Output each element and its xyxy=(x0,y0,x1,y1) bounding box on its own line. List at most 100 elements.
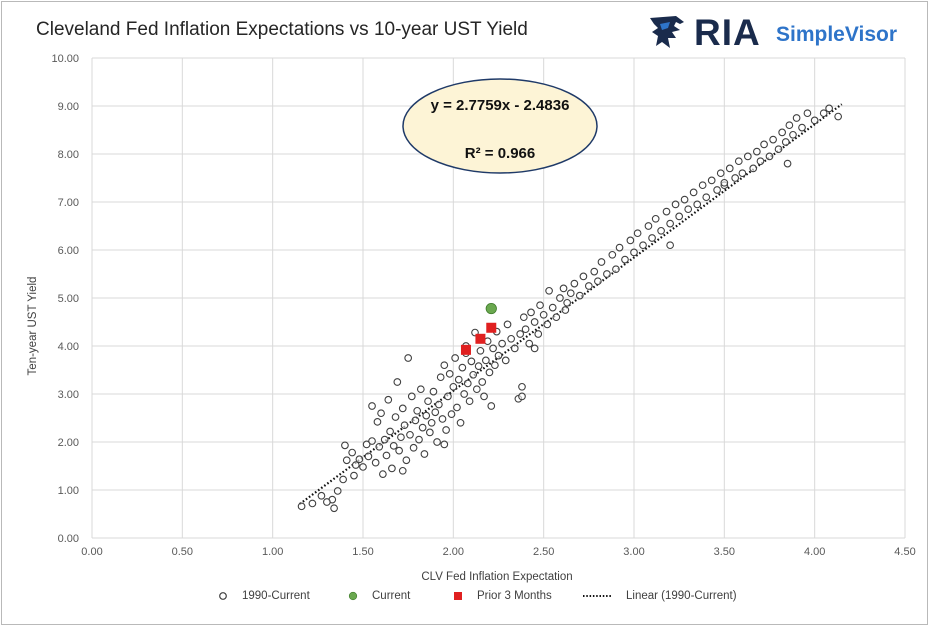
point-1990-current xyxy=(453,403,461,412)
point-1990-current xyxy=(444,392,452,401)
legend-item-prior-3-months: Prior 3 Months xyxy=(453,590,552,602)
x-tick-label: 0.00 xyxy=(81,546,102,558)
point-1990-current xyxy=(427,418,436,427)
point-1990-current xyxy=(657,226,665,235)
point-1990-current xyxy=(424,397,432,406)
y-tick-label: 7.00 xyxy=(58,197,79,209)
point-1990-current xyxy=(400,421,409,430)
point-1990-current xyxy=(323,498,331,506)
point-1990-current xyxy=(447,410,456,419)
point-1990-current xyxy=(364,452,373,461)
point-1990-current xyxy=(420,450,429,458)
point-1990-current xyxy=(792,114,801,122)
point-1990-current xyxy=(548,303,557,312)
open-circle-marker-icon xyxy=(219,592,227,600)
x-tick-label: 2.50 xyxy=(533,546,554,558)
point-1990-current xyxy=(467,357,476,366)
y-tick-label: 8.00 xyxy=(58,149,79,161)
point-1990-current xyxy=(388,464,396,473)
point-1990-current xyxy=(465,397,474,406)
point-1990-current xyxy=(375,442,384,451)
point-1990-current xyxy=(445,369,454,378)
point-1990-current xyxy=(675,212,684,221)
point-1990-current xyxy=(597,258,606,266)
y-tick-label: 6.00 xyxy=(58,245,79,257)
point-1990-current xyxy=(738,169,747,178)
point-1990-current xyxy=(603,270,611,278)
point-1990-current xyxy=(480,392,488,401)
point-1990-current xyxy=(570,279,579,288)
point-1990-current xyxy=(395,446,403,455)
point-1990-current xyxy=(503,320,512,329)
point-current xyxy=(485,302,497,315)
ria-simplevisor-logo: RIA SimpleVisor xyxy=(646,12,906,56)
data-points xyxy=(297,104,843,513)
point-1990-current xyxy=(731,174,740,182)
point-1990-current xyxy=(348,448,357,457)
point-1990-current xyxy=(651,214,660,223)
point-1990-current xyxy=(783,159,792,168)
x-axis-label: CLV Fed Inflation Expectation xyxy=(421,571,572,583)
point-1990-current xyxy=(725,164,734,173)
point-1990-current xyxy=(626,236,635,245)
y-tick-label: 2.00 xyxy=(58,437,79,449)
point-1990-current xyxy=(342,456,351,465)
point-1990-current xyxy=(416,385,425,394)
point-1990-current xyxy=(689,188,698,197)
point-1990-current xyxy=(330,504,338,513)
point-1990-current xyxy=(487,402,496,410)
x-tick-label: 4.00 xyxy=(804,546,825,558)
point-1990-current xyxy=(380,435,389,444)
point-1990-current xyxy=(384,395,393,404)
point-1990-current xyxy=(317,491,326,500)
legend-item-current: Current xyxy=(348,590,410,602)
point-1990-current xyxy=(536,301,544,310)
point-prior-3-months xyxy=(460,344,471,355)
point-1990-current xyxy=(404,354,413,362)
point-1990-current xyxy=(785,121,794,130)
point-1990-current xyxy=(389,441,398,450)
point-1990-current xyxy=(530,344,539,353)
point-1990-current xyxy=(608,250,617,259)
point-1990-current xyxy=(377,409,385,418)
point-1990-current xyxy=(456,418,465,427)
point-1990-current xyxy=(368,437,376,445)
point-1990-current xyxy=(406,430,414,439)
logo-simplevisor-text: SimpleVisor xyxy=(776,23,897,46)
point-1990-current xyxy=(454,375,463,384)
point-1990-current xyxy=(510,344,519,353)
point-1990-current xyxy=(671,200,680,209)
point-1990-current xyxy=(584,282,593,290)
point-1990-current xyxy=(566,289,575,298)
point-1990-current xyxy=(407,392,416,401)
y-tick-label: 10.00 xyxy=(51,53,79,65)
point-1990-current xyxy=(436,373,445,382)
point-1990-current xyxy=(398,466,407,475)
point-1990-current xyxy=(743,152,752,161)
point-1990-current xyxy=(519,313,528,322)
point-1990-current xyxy=(666,219,674,228)
point-prior-3-months xyxy=(475,333,486,344)
point-1990-current xyxy=(472,385,481,394)
point-1990-current xyxy=(433,438,441,446)
x-tick-label: 4.50 xyxy=(894,546,915,558)
point-prior-3-months xyxy=(486,322,497,333)
point-1990-current xyxy=(449,382,458,391)
point-1990-current xyxy=(693,200,702,209)
point-1990-current xyxy=(612,265,620,274)
x-tick-label: 3.00 xyxy=(623,546,644,558)
point-1990-current xyxy=(429,387,438,396)
point-1990-current xyxy=(684,205,693,214)
point-1990-current xyxy=(494,351,503,360)
point-1990-current xyxy=(556,294,564,302)
point-1990-current xyxy=(413,406,422,415)
point-1990-current xyxy=(501,356,510,365)
point-1990-current xyxy=(386,427,394,436)
logo-ria-text: RIA xyxy=(694,12,761,53)
x-tick-label: 1.50 xyxy=(352,546,373,558)
point-1990-current xyxy=(382,451,391,460)
point-1990-current xyxy=(476,346,485,355)
legend-label: Linear (1990-Current) xyxy=(626,590,737,602)
point-1990-current xyxy=(539,310,548,319)
point-1990-current xyxy=(545,286,553,295)
